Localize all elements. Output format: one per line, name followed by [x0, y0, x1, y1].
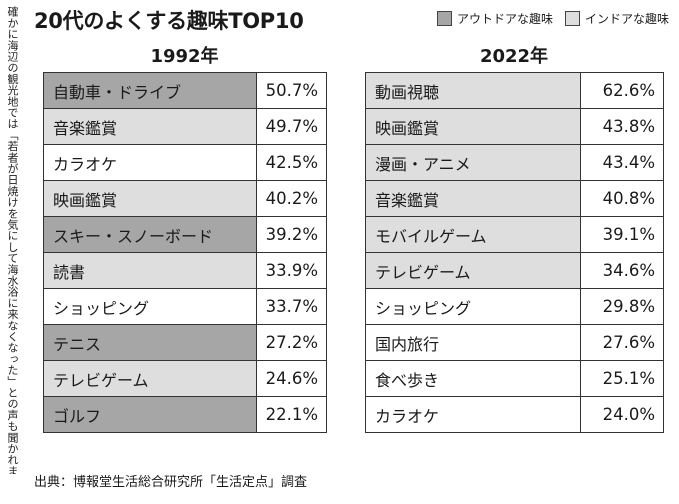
hobby-name-cell: 国内旅行 — [365, 324, 581, 361]
side-note-text: 確かに海辺の観光地では「若者が日焼けを気にして海水浴に来なくなった」との声も聞か… — [6, 6, 19, 474]
hobby-name-cell: カラオケ — [365, 396, 581, 433]
table-row: テレビゲーム 34.6% — [365, 252, 664, 289]
table-row: 自動車・ドライブ 50.7% — [43, 72, 327, 109]
hobby-name-cell: ゴルフ — [43, 396, 257, 433]
hobby-name-cell: カラオケ — [43, 144, 257, 181]
chart-title: 20代のよくする趣味TOP10 — [34, 9, 304, 33]
legend-item-outdoor: アウトドアな趣味 — [436, 10, 553, 27]
table-row: 漫画・アニメ 43.4% — [365, 144, 664, 181]
hobby-name-cell: テニス — [43, 324, 257, 361]
hobby-name-cell: 映画鑑賞 — [365, 108, 581, 145]
year-heading-2022: 2022年 — [479, 46, 549, 67]
legend-label-indoor: インドアな趣味 — [584, 12, 669, 26]
table-row: テニス 27.2% — [43, 324, 327, 361]
table-row: カラオケ 42.5% — [43, 144, 327, 181]
hobby-name-cell: 動画視聴 — [365, 72, 581, 109]
percentage-cell: 34.6% — [580, 252, 664, 289]
percentage-cell: 33.9% — [256, 252, 327, 289]
percentage-cell: 33.7% — [256, 288, 327, 325]
hobby-name-cell: テレビゲーム — [365, 252, 581, 289]
legend-label-outdoor: アウトドアな趣味 — [456, 12, 553, 26]
hobby-name-cell: 音楽鑑賞 — [365, 180, 581, 217]
table-row: 音楽鑑賞 40.8% — [365, 180, 664, 217]
hobby-name-cell: 音楽鑑賞 — [43, 108, 257, 145]
table-row: 読書 33.9% — [43, 252, 327, 289]
percentage-cell: 42.5% — [256, 144, 327, 181]
ranking-table-2022: 動画視聴 62.6% 映画鑑賞 43.8% 漫画・アニメ 43.4% 音楽鑑賞 40.8% モバ… — [365, 72, 664, 433]
percentage-cell: 24.0% — [580, 396, 664, 433]
percentage-cell: 43.4% — [580, 144, 664, 181]
legend: アウトドアな趣味 インドアな趣味 — [436, 10, 669, 27]
legend-item-indoor: インドアな趣味 — [564, 10, 669, 27]
percentage-cell: 40.2% — [256, 180, 327, 217]
year-heading-1992: 1992年 — [150, 46, 219, 67]
table-row: カラオケ 24.0% — [365, 396, 664, 433]
ranking-table-1992: 自動車・ドライブ 50.7% 音楽鑑賞 49.7% カラオケ 42.5% 映画鑑賞 40.2%… — [43, 72, 327, 433]
table-row: ショッピング 29.8% — [365, 288, 664, 325]
hobby-name-cell: 食べ歩き — [365, 360, 581, 397]
table-row: 食べ歩き 25.1% — [365, 360, 664, 397]
hobby-name-cell: ショッピング — [365, 288, 581, 325]
percentage-cell: 49.7% — [256, 108, 327, 145]
percentage-cell: 50.7% — [256, 72, 327, 109]
hobby-name-cell: 自動車・ドライブ — [43, 72, 257, 109]
hobby-name-cell: 漫画・アニメ — [365, 144, 581, 181]
legend-swatch-indoor — [564, 11, 580, 26]
percentage-cell: 22.1% — [256, 396, 327, 433]
hobby-name-cell: スキー・スノーボード — [43, 216, 257, 253]
source-note: 出典：博報堂生活総合研究所「生活定点」調査 — [34, 475, 308, 490]
percentage-cell: 29.8% — [580, 288, 664, 325]
percentage-cell: 43.8% — [580, 108, 664, 145]
percentage-cell: 39.1% — [580, 216, 664, 253]
percentage-cell: 39.2% — [256, 216, 327, 253]
hobby-name-cell: 読書 — [43, 252, 257, 289]
table-row: ゴルフ 22.1% — [43, 396, 327, 433]
table-row: 動画視聴 62.6% — [365, 72, 664, 109]
legend-swatch-outdoor — [436, 11, 452, 26]
percentage-cell: 40.8% — [580, 180, 664, 217]
table-row: 映画鑑賞 43.8% — [365, 108, 664, 145]
table-row: モバイルゲーム 39.1% — [365, 216, 664, 253]
table-row: ショッピング 33.7% — [43, 288, 327, 325]
table-row: 国内旅行 27.6% — [365, 324, 664, 361]
hobby-name-cell: 映画鑑賞 — [43, 180, 257, 217]
percentage-cell: 27.6% — [580, 324, 664, 361]
percentage-cell: 62.6% — [580, 72, 664, 109]
percentage-cell: 25.1% — [580, 360, 664, 397]
table-row: 映画鑑賞 40.2% — [43, 180, 327, 217]
table-row: 音楽鑑賞 49.7% — [43, 108, 327, 145]
hobby-name-cell: ショッピング — [43, 288, 257, 325]
table-row: スキー・スノーボード 39.2% — [43, 216, 327, 253]
percentage-cell: 27.2% — [256, 324, 327, 361]
hobby-name-cell: モバイルゲーム — [365, 216, 581, 253]
table-row: テレビゲーム 24.6% — [43, 360, 327, 397]
percentage-cell: 24.6% — [256, 360, 327, 397]
hobby-name-cell: テレビゲーム — [43, 360, 257, 397]
